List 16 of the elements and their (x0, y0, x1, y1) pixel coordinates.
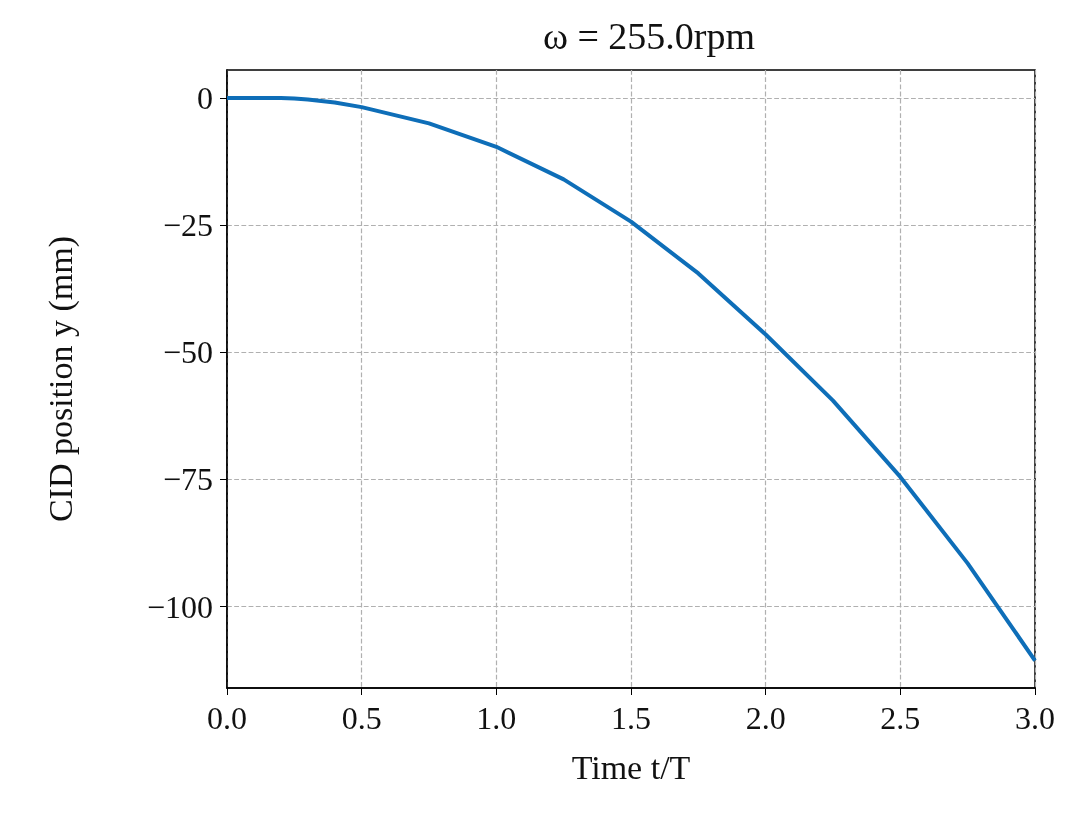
y-tick-label: 0 (197, 79, 213, 116)
x-tick-label: 1.5 (611, 700, 651, 736)
x-tick-label: 1.0 (476, 700, 517, 736)
y-tick-label: −50 (162, 334, 213, 371)
x-tick-label: 0.5 (341, 700, 382, 736)
x-tick-label: 3.0 (1015, 700, 1055, 736)
x-tick-label: 2.5 (880, 700, 921, 736)
y-tick-label: −100 (146, 588, 213, 625)
line-series (225, 95, 1037, 663)
x-tick-label: 0.0 (207, 700, 247, 736)
y-tick-label: −75 (162, 461, 213, 498)
x-tick-label: 2.0 (745, 700, 786, 736)
chart-title: ω = 255.0rpm (542, 15, 756, 57)
y-axis-title: CID position y (mm) (41, 235, 80, 523)
y-tick-label: −25 (162, 207, 213, 244)
x-axis-title: Time t/T (571, 748, 691, 786)
